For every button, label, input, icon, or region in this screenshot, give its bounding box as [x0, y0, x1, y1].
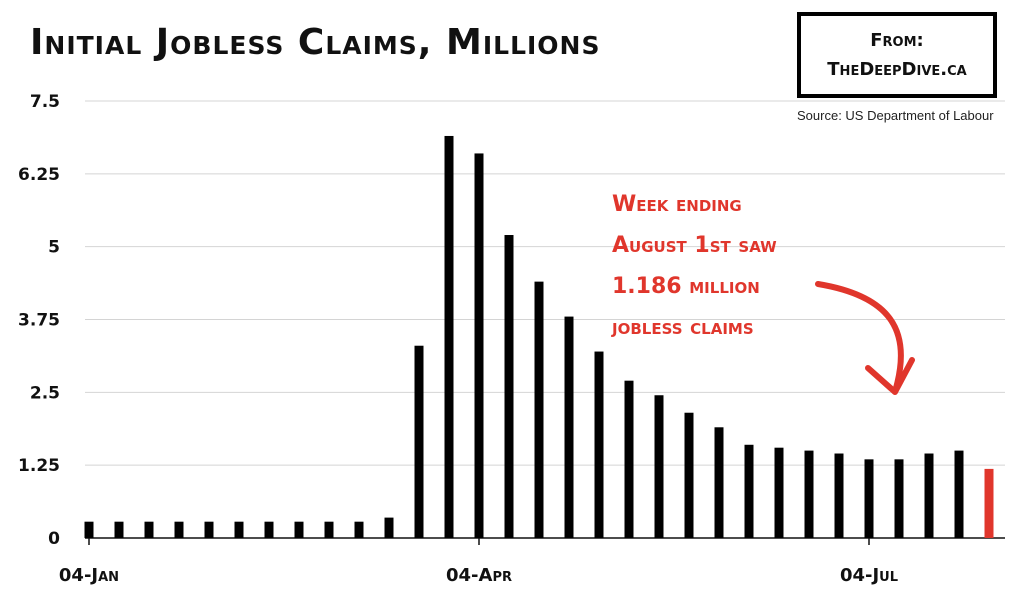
bars [84, 135, 994, 538]
y-tick-label: 0 [48, 529, 60, 549]
bar [834, 453, 844, 538]
bar [444, 135, 454, 538]
bar [654, 395, 664, 538]
bar [804, 450, 814, 538]
bar [84, 521, 94, 538]
bar [384, 517, 394, 538]
bar [924, 453, 934, 538]
annotation-text: Week ending August 1st saw 1.186 million… [612, 184, 892, 348]
y-tick-label: 6.25 [18, 165, 60, 185]
x-axis-ticks: 04-Jan 04-Apr 04-Jul [59, 538, 898, 586]
annotation-arrow-head [865, 357, 915, 395]
bar [774, 447, 784, 538]
x-tick-label: 04-Jan [59, 565, 119, 586]
annotation-line: 1.186 million [612, 274, 760, 299]
annotation-line: jobless claims [612, 315, 754, 340]
bar [594, 351, 604, 538]
bar [234, 521, 244, 538]
bar [174, 521, 184, 538]
source-note: Source: US Department of Labour [797, 108, 994, 123]
bar [414, 345, 424, 538]
bar [204, 521, 214, 538]
bar [534, 281, 544, 538]
annotation-arrow [815, 281, 904, 391]
bar [324, 521, 334, 538]
bar-highlight [984, 468, 994, 538]
y-axis-ticks: 0 1.25 2.5 3.75 5 6.25 7.5 [18, 92, 60, 549]
y-tick-label: 3.75 [18, 311, 60, 331]
x-tick-label: 04-Jul [840, 565, 898, 586]
bar [354, 521, 364, 538]
y-tick-label: 1.25 [18, 456, 60, 476]
bar [114, 521, 124, 538]
annotation-line: August 1st saw [612, 233, 777, 258]
y-tick-label: 7.5 [30, 92, 60, 112]
bar [294, 521, 304, 538]
bar [144, 521, 154, 538]
bar [744, 444, 754, 538]
bar [264, 521, 274, 538]
y-tick-label: 2.5 [30, 383, 60, 403]
bar [864, 459, 874, 538]
brand-from-label: From: [870, 30, 924, 51]
annotation-line: Week ending [612, 192, 742, 217]
chart-title: Initial Jobless Claims, Millions [30, 22, 601, 63]
brand-box: From: TheDeepDive.ca [797, 12, 997, 98]
gridlines [85, 100, 1005, 539]
bar [714, 427, 724, 538]
bar [894, 459, 904, 538]
bar [564, 316, 574, 538]
bar [504, 235, 514, 538]
bar [624, 380, 634, 538]
bar [474, 153, 484, 538]
brand-site-label: TheDeepDive.ca [827, 59, 967, 80]
x-tick-label: 04-Apr [446, 565, 512, 586]
y-tick-label: 5 [48, 238, 60, 258]
bar [954, 450, 964, 538]
bar [684, 412, 694, 538]
